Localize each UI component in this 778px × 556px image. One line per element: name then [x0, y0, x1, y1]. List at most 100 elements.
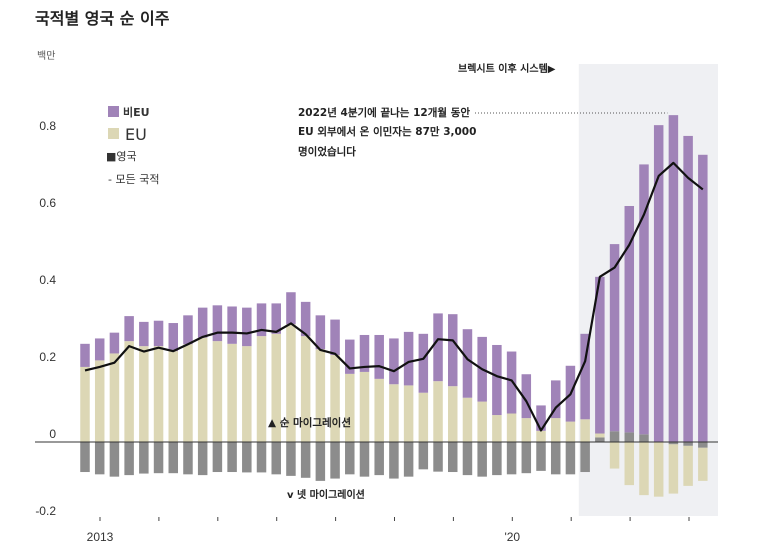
- bar-non-eu: [212, 305, 223, 342]
- y-tick-label: 0: [49, 427, 56, 441]
- bar-eu: [300, 336, 311, 442]
- bar-eu: [359, 371, 370, 442]
- bar-eu: [389, 384, 399, 442]
- bar-uk: [492, 442, 502, 476]
- callout-line-2: EU 외부에서 온 이민자는 87만 3,000: [298, 125, 476, 138]
- bar-uk: [550, 442, 561, 475]
- bar-non-eu: [256, 303, 267, 337]
- legend-swatch-eu: [108, 128, 119, 139]
- bar-eu: [315, 349, 326, 442]
- bar-uk: [609, 431, 620, 442]
- bar-uk: [448, 442, 458, 473]
- bar-uk: [315, 442, 326, 481]
- bar-eu: [345, 373, 355, 442]
- bar-non-eu: [286, 292, 296, 325]
- bar-uk: [698, 442, 708, 448]
- bar-uk: [256, 442, 267, 473]
- bar-uk: [139, 442, 149, 474]
- bar-non-eu: [109, 332, 120, 354]
- inflow-label: ▲ 순 마이그레이션: [268, 416, 351, 429]
- legend-label-non-eu: 비EU: [123, 105, 150, 119]
- bar-eu: [448, 386, 458, 442]
- bar-eu: [462, 397, 473, 442]
- legend-label-uk: ■영국: [106, 150, 137, 163]
- bar-non-eu: [418, 333, 429, 393]
- bar-non-eu: [433, 313, 443, 382]
- legend-label-eu: EU: [125, 125, 147, 144]
- bar-eu: [124, 341, 134, 442]
- bar-eu: [80, 366, 90, 442]
- bar-uk: [389, 442, 399, 479]
- bar-eu: [271, 333, 281, 442]
- bar-uk: [477, 442, 487, 477]
- legend-swatch-non-eu: [108, 106, 119, 117]
- bar-uk: [624, 432, 635, 442]
- bar-uk: [168, 442, 179, 474]
- bar-non-eu: [580, 333, 590, 420]
- bar-uk: [286, 442, 296, 476]
- bar-eu: [683, 445, 693, 486]
- bar-eu: [168, 351, 179, 442]
- bar-eu: [653, 442, 664, 497]
- bar-eu: [403, 385, 414, 442]
- bar-non-eu: [139, 321, 149, 347]
- bar-non-eu: [403, 331, 414, 386]
- bar-uk: [94, 442, 105, 475]
- bar-non-eu: [609, 244, 620, 432]
- bar-non-eu: [80, 343, 90, 367]
- bar-eu: [256, 336, 267, 442]
- callout-line-3: 명이었습니다: [298, 145, 356, 158]
- bar-uk: [595, 437, 605, 442]
- bar-non-eu: [624, 205, 635, 433]
- bar-uk: [359, 442, 370, 477]
- series-line-all-nationalities: [84, 161, 704, 432]
- bar-non-eu: [536, 405, 546, 431]
- bar-eu: [139, 346, 149, 442]
- bar-eu: [286, 324, 296, 442]
- bar-eu: [197, 337, 208, 442]
- bar-eu: [624, 442, 635, 486]
- bar-uk: [506, 442, 517, 475]
- outflow-label: v 넷 마이그레이션: [287, 488, 365, 501]
- bar-non-eu: [330, 319, 340, 355]
- chart-title: 국적별 영국 순 이주: [35, 9, 170, 28]
- bar-eu: [153, 346, 164, 442]
- bar-uk: [109, 442, 120, 477]
- y-axis-ticks: 0.8 0.6 0.4 0.2 0 -0.2: [35, 119, 56, 518]
- bar-non-eu: [653, 125, 664, 443]
- legend-label-all: - 모든 국적: [108, 173, 159, 186]
- bar-uk: [183, 442, 193, 475]
- bar-non-eu: [315, 315, 326, 350]
- bar-non-eu: [124, 316, 134, 342]
- y-tick-label: 0.2: [39, 350, 56, 364]
- bar-uk: [565, 442, 576, 475]
- bar-non-eu: [374, 334, 384, 379]
- bar-eu: [565, 421, 576, 442]
- bar-non-eu: [153, 320, 164, 347]
- bar-non-eu: [698, 154, 708, 443]
- bar-non-eu: [550, 380, 561, 419]
- bar-eu: [698, 447, 708, 481]
- bar-uk: [153, 442, 164, 474]
- bar-eu: [639, 442, 649, 496]
- bar-uk: [668, 442, 679, 445]
- bar-non-eu: [271, 303, 281, 334]
- bar-eu: [242, 346, 252, 442]
- bar-uk: [403, 442, 414, 477]
- bar-eu: [330, 354, 340, 442]
- bar-non-eu: [197, 307, 208, 338]
- bar-eu: [374, 378, 384, 442]
- bar-uk: [197, 442, 208, 476]
- bar-non-eu: [94, 338, 105, 361]
- bar-uk: [418, 442, 429, 470]
- bar-non-eu: [359, 334, 370, 372]
- x-tick-label: '20: [504, 530, 520, 544]
- bar-non-eu: [668, 115, 679, 442]
- x-tick-label: 2013: [87, 530, 114, 544]
- bar-eu: [580, 419, 590, 442]
- bar-uk: [271, 442, 281, 475]
- bar-non-eu: [462, 329, 473, 398]
- bar-uk: [521, 442, 532, 474]
- bar-eu: [433, 381, 443, 442]
